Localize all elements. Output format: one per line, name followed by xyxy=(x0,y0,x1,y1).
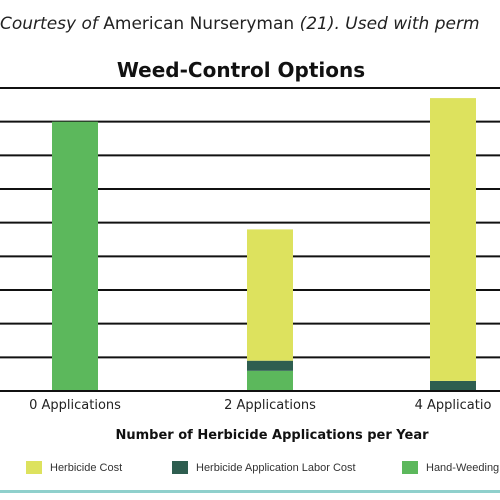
x-tick-label: 4 Applicatio xyxy=(415,398,492,413)
credit-courtesy: Courtesy xyxy=(0,14,82,34)
bar-segment xyxy=(247,370,293,391)
credit-of: of xyxy=(81,14,104,34)
legend-label-labor-cost: Herbicide Application Labor Cost xyxy=(196,462,356,474)
legend-label-hand-weeding: Hand-Weeding C xyxy=(426,462,500,474)
credit-usage: (21). Used with perm xyxy=(299,14,480,34)
chart-title: Weed-Control Options xyxy=(116,58,366,82)
bottom-rule xyxy=(0,490,500,493)
legend-label-herbicide-cost: Herbicide Cost xyxy=(50,462,123,474)
x-tick-label: 0 Applications xyxy=(29,398,121,413)
x-axis-title: Number of Herbicide Applications per Yea… xyxy=(116,428,430,443)
legend-swatch-labor-cost xyxy=(172,461,188,474)
bar-segment xyxy=(430,98,476,381)
legend-swatch-hand-weeding xyxy=(402,461,418,474)
bar-segment xyxy=(430,380,476,391)
bar-segment xyxy=(247,360,293,371)
credit-source: American Nurseryman xyxy=(103,14,300,34)
bar-segment xyxy=(247,229,293,361)
legend-swatch-herbicide-cost xyxy=(26,461,42,474)
bar-segment xyxy=(52,121,98,392)
x-tick-label: 2 Applications xyxy=(224,398,316,413)
image-credit: Courtesy of American Nurseryman (21). Us… xyxy=(0,14,480,34)
